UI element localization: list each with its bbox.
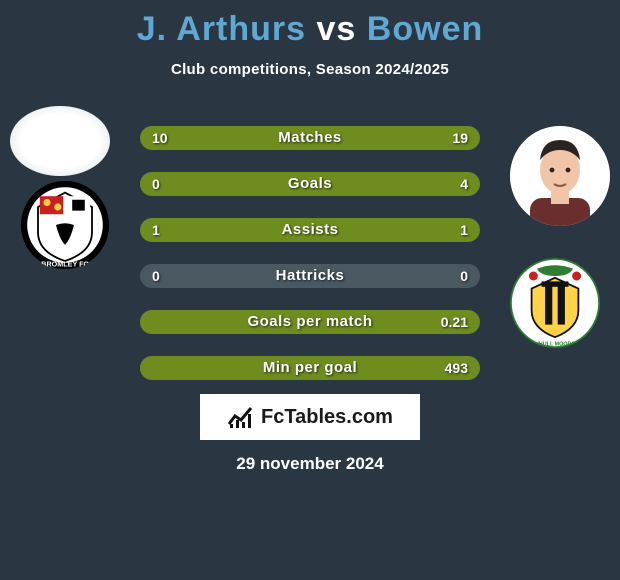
svg-text:SOLIHULL MOORS FC: SOLIHULL MOORS FC <box>526 341 583 347</box>
bar-value-left: 0 <box>152 172 160 196</box>
bar-label: Min per goal <box>140 356 480 380</box>
subtitle: Club competitions, Season 2024/2025 <box>0 61 620 78</box>
brand-badge: FcTables.com <box>200 394 420 440</box>
bar-label: Hattricks <box>140 264 480 288</box>
player2-crest: SOLIHULL MOORS FC <box>510 258 600 348</box>
vs-text: vs <box>317 10 357 48</box>
player1-avatar <box>10 106 110 176</box>
player2-avatar <box>510 126 610 226</box>
player1-name: J. Arthurs <box>137 10 306 48</box>
svg-text:BROMLEY FC: BROMLEY FC <box>41 259 88 268</box>
bar-value-left: 0 <box>152 264 160 288</box>
stat-row: Min per goal493 <box>140 356 480 380</box>
stats-bars: Matches1019Goals04Assists11Hattricks00Go… <box>140 126 480 402</box>
stat-row: Goals0 4 <box>140 172 480 196</box>
page-title: J. Arthurs vs Bowen <box>0 0 620 49</box>
brand-text: FcTables.com <box>261 406 393 429</box>
bar-value-right: 4 <box>460 172 468 196</box>
stat-row: Hattricks0 0 <box>140 264 480 288</box>
bar-label: Assists <box>140 218 480 242</box>
bar-value-right: 493 <box>445 356 468 380</box>
player2-name: Bowen <box>367 10 483 48</box>
bar-value-right: 19 <box>452 126 468 150</box>
stat-row: Matches10 19 <box>140 126 480 150</box>
player1-crest: BROMLEY FC <box>20 180 110 270</box>
bar-value-left: 10 <box>152 126 168 150</box>
bar-value-right: 0 <box>460 264 468 288</box>
bar-value-left: 1 <box>152 218 160 242</box>
bar-value-right: 1 <box>460 218 468 242</box>
stat-row: Goals per match0.21 <box>140 310 480 334</box>
bar-label: Goals <box>140 172 480 196</box>
bar-label: Goals per match <box>140 310 480 334</box>
footer-date: 29 november 2024 <box>0 454 620 474</box>
bar-label: Matches <box>140 126 480 150</box>
brand-icon <box>227 404 253 430</box>
bar-value-right: 0.21 <box>441 310 468 334</box>
stat-row: Assists1 1 <box>140 218 480 242</box>
